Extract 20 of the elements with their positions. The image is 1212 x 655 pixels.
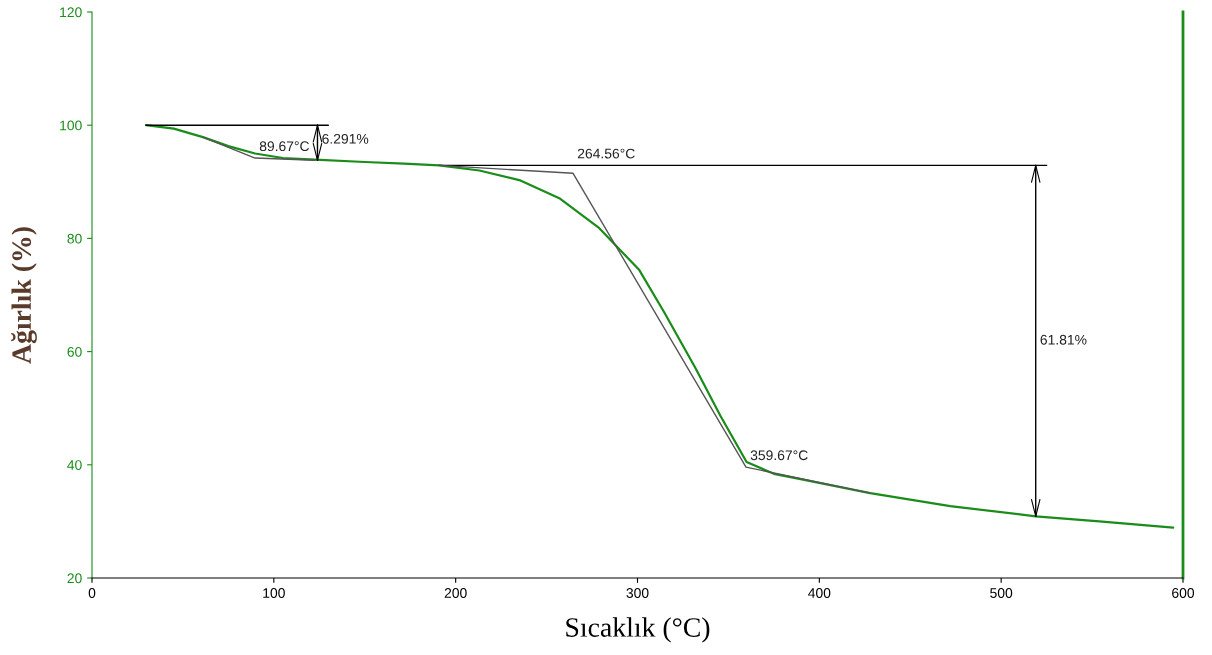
x-tick-label: 300 bbox=[626, 588, 649, 598]
y-tick-label: 40 bbox=[67, 460, 82, 470]
x-tick-label: 0 bbox=[88, 588, 96, 598]
y-tick-label: 20 bbox=[67, 573, 82, 584]
annotation: 89.67°C bbox=[259, 141, 310, 152]
x-tick-label: 500 bbox=[990, 588, 1013, 598]
x-tick-label: 600 bbox=[1172, 588, 1195, 598]
x-tick-label: 100 bbox=[263, 588, 285, 598]
annotation: 6.291% bbox=[322, 133, 369, 144]
y-tick-label: 80 bbox=[67, 233, 82, 244]
x-axis-title: Sıcaklık (°C) bbox=[566, 617, 710, 643]
annotation: 264.56°C bbox=[577, 148, 635, 159]
annotation: 359.67°C bbox=[750, 450, 808, 461]
y-tick-label: 120 bbox=[60, 7, 82, 18]
y-tick-label: 100 bbox=[60, 120, 82, 131]
y-tick-label: 60 bbox=[67, 346, 82, 357]
annotation: 61.81% bbox=[1040, 334, 1087, 345]
x-tick-label: 400 bbox=[808, 588, 831, 598]
x-tick-label: 200 bbox=[444, 588, 467, 598]
y-axis-title: Ağırlık (%) bbox=[11, 227, 37, 364]
